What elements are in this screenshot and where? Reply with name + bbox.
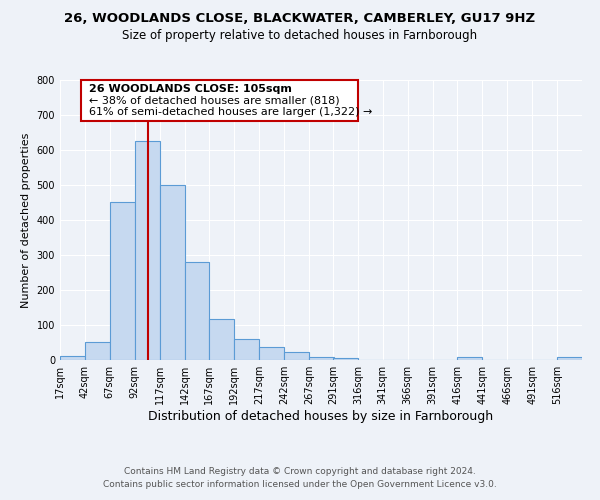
Bar	[309, 357, 334, 360]
Bar	[160, 185, 185, 360]
Text: 26 WOODLANDS CLOSE: 105sqm: 26 WOODLANDS CLOSE: 105sqm	[89, 84, 292, 94]
Bar	[284, 352, 309, 360]
Bar	[333, 358, 358, 360]
Text: Size of property relative to detached houses in Farnborough: Size of property relative to detached ho…	[122, 29, 478, 42]
Bar	[457, 357, 482, 360]
Text: ← 38% of detached houses are smaller (818): ← 38% of detached houses are smaller (81…	[89, 96, 340, 106]
Bar	[209, 318, 235, 360]
Text: Contains HM Land Registry data © Crown copyright and database right 2024.: Contains HM Land Registry data © Crown c…	[124, 467, 476, 476]
FancyBboxPatch shape	[81, 80, 358, 120]
X-axis label: Distribution of detached houses by size in Farnborough: Distribution of detached houses by size …	[148, 410, 494, 423]
Bar	[259, 347, 284, 360]
Bar	[185, 262, 209, 360]
Text: 26, WOODLANDS CLOSE, BLACKWATER, CAMBERLEY, GU17 9HZ: 26, WOODLANDS CLOSE, BLACKWATER, CAMBERL…	[64, 12, 536, 26]
Bar	[135, 141, 160, 360]
Text: 61% of semi-detached houses are larger (1,322) →: 61% of semi-detached houses are larger (…	[89, 108, 372, 118]
Bar	[110, 202, 135, 360]
Bar	[60, 356, 85, 360]
Y-axis label: Number of detached properties: Number of detached properties	[21, 132, 31, 308]
Bar	[235, 339, 259, 360]
Text: Contains public sector information licensed under the Open Government Licence v3: Contains public sector information licen…	[103, 480, 497, 489]
Bar	[85, 342, 110, 360]
Bar	[557, 357, 582, 360]
